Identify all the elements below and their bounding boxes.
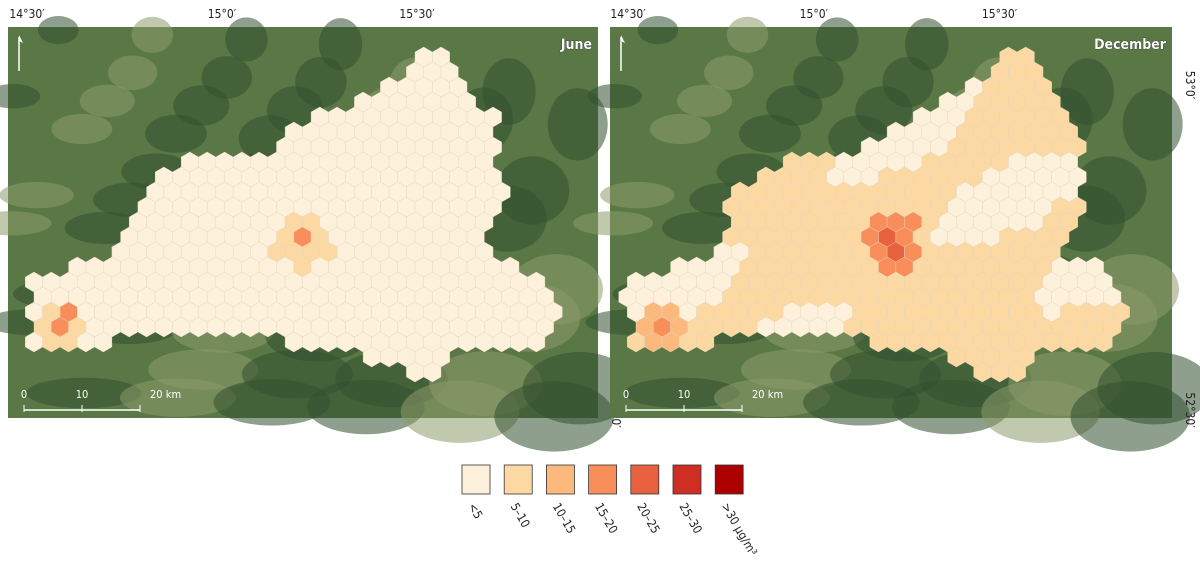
terrain-patch (739, 114, 801, 153)
north-arrow-head (621, 35, 625, 43)
terrain-patch (649, 113, 711, 145)
hex-cell (1094, 331, 1113, 353)
legend-swatch (503, 464, 533, 495)
scale-label: 20 km (150, 388, 181, 401)
longitude-label: 15°0′ (800, 7, 829, 21)
terrain-patch (307, 379, 425, 435)
terrain-patch (494, 381, 615, 452)
terrain-patch (1122, 88, 1183, 161)
terrain-patch (225, 17, 268, 62)
legend-swatch (630, 464, 660, 495)
terrain-patch (131, 16, 174, 53)
legend-swatch (672, 464, 702, 495)
legend-swatch (461, 464, 491, 495)
longitude-label: 15°30′ (982, 7, 1018, 21)
scale-label: 10 (76, 388, 89, 401)
terrain-patch (37, 15, 79, 45)
terrain-patch (573, 211, 654, 236)
scale-label: 10 (678, 388, 691, 401)
hex-cell (696, 331, 715, 353)
terrain-patch (0, 181, 74, 209)
legend-swatch (588, 464, 617, 495)
terrain-patch (600, 181, 675, 209)
terrain-patch (704, 55, 754, 91)
latitude-label: 53°0′ (1183, 71, 1197, 100)
terrain-patch (815, 17, 859, 62)
panel-title: June (560, 37, 592, 53)
terrain-patch (51, 113, 113, 145)
latitude-label: 52°30′ (1183, 392, 1197, 428)
legend-label: >30 µg/m³ (719, 501, 760, 559)
terrain-patch (587, 83, 642, 109)
legend-label: 25–30 (676, 501, 705, 537)
scale-label: 0 (21, 388, 27, 401)
terrain-patch (173, 85, 230, 126)
legend-label: 5–10 (508, 501, 533, 531)
longitude-label: 15°0′ (208, 7, 237, 21)
terrain-patch (624, 377, 740, 409)
legend-label: 10–15 (550, 501, 579, 536)
terrain-patch (79, 84, 135, 118)
hex-cell (423, 361, 442, 383)
terrain-patch (0, 83, 41, 109)
legend-label: 15–20 (592, 501, 621, 537)
terrain-patch (0, 211, 52, 236)
terrain-patch (1070, 381, 1191, 452)
hex-cell (527, 331, 546, 353)
longitude-label: 15°30′ (399, 7, 435, 21)
terrain-patch (144, 114, 207, 153)
terrain-patch (119, 378, 236, 417)
legend-swatch (546, 464, 575, 495)
terrain-patch (766, 85, 823, 126)
terrain-patch (107, 55, 158, 91)
terrain-patch (676, 84, 733, 118)
north-arrow-head (19, 35, 23, 43)
map-panel: June 0 10 20 km (0, 15, 637, 452)
legend-swatch (714, 464, 744, 495)
terrain-patch (802, 379, 920, 426)
scale-label: 0 (623, 388, 629, 401)
longitude-label: 14°30′ (610, 7, 646, 21)
terrain-patch (547, 88, 608, 161)
hex-cell (1008, 361, 1026, 383)
hex-cell (94, 331, 113, 353)
terrain-patch (892, 379, 1010, 435)
terrain-patch (318, 18, 363, 71)
panel-title: December (1094, 37, 1167, 53)
terrain-patch (400, 380, 520, 443)
terrain-patch (981, 380, 1101, 443)
legend-label: 20–25 (634, 501, 663, 536)
terrain-patch (26, 377, 142, 409)
scale-label: 20 km (752, 388, 783, 401)
terrain-patch (726, 16, 769, 53)
terrain-patch (905, 18, 949, 71)
legend-label: <5 (465, 501, 485, 522)
map-panel: December 0 10 20 km (573, 15, 1200, 452)
terrain-patch (637, 15, 679, 45)
terrain-patch (213, 379, 331, 426)
longitude-label: 14°30′ (9, 7, 45, 21)
terrain-patch (713, 378, 830, 417)
